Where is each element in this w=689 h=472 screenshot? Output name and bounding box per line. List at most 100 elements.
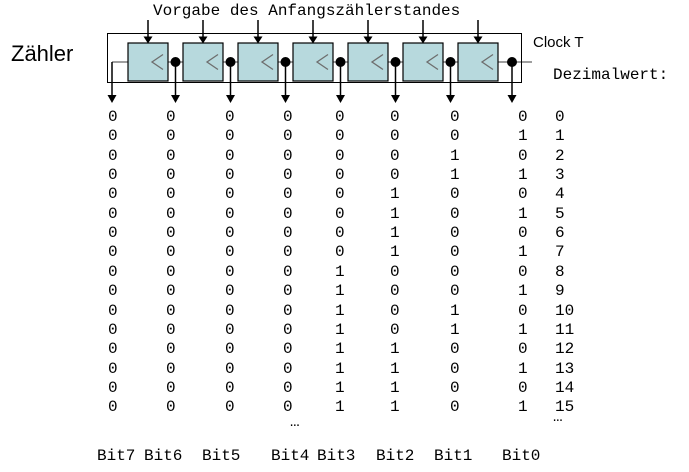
bit-label: Bit6 <box>144 447 183 465</box>
bit-cell: 0 <box>283 378 293 397</box>
bit-cell: 0 <box>283 108 293 126</box>
decimal-cell: 5 <box>555 204 565 223</box>
decimal-cell: 8 <box>555 262 565 281</box>
bit-cell: 1 <box>390 359 400 378</box>
decimal-cell: 7 <box>555 243 565 262</box>
bit-cell: 0 <box>225 127 235 146</box>
bit-cell: 1 <box>390 224 400 243</box>
bit-cell: 0 <box>166 146 176 165</box>
bit-cell: 1 <box>518 320 528 339</box>
bit-cell: 0 <box>283 282 293 301</box>
preset-arrowhead-icon <box>143 36 153 44</box>
bit-cell: 0 <box>166 166 176 185</box>
clock-edge-triangle-icon <box>205 53 219 71</box>
bit-label: Bit2 <box>376 447 415 465</box>
ellipsis-right: … <box>553 408 563 426</box>
decimal-cell: 13 <box>555 359 575 378</box>
bit-cell: 0 <box>225 340 235 359</box>
bit-cell: 1 <box>335 340 345 359</box>
bit-cell: 0 <box>108 301 118 320</box>
flipflop-box <box>237 42 279 82</box>
bit-cell: 0 <box>225 398 235 417</box>
bit-cell: 0 <box>108 204 118 223</box>
flipflop-box <box>347 42 389 82</box>
bit-cell: 1 <box>518 282 528 301</box>
bit-cell: 1 <box>450 301 460 320</box>
bit-cell: 0 <box>108 378 118 397</box>
bit-cell: 1 <box>450 320 460 339</box>
bit-cell: 0 <box>225 224 235 243</box>
bit-cell: 0 <box>225 108 235 126</box>
bit-cell: 0 <box>335 108 345 126</box>
bit-cell: 0 <box>390 320 400 339</box>
decimal-cell: 12 <box>555 340 575 359</box>
bit-cell: 0 <box>390 166 400 185</box>
bit-cell: 1 <box>518 127 528 146</box>
clock-edge-triangle-icon <box>370 53 384 71</box>
bit-cell: 0 <box>166 243 176 262</box>
bit-cell: 0 <box>108 320 118 339</box>
bit-cell: 0 <box>390 301 400 320</box>
bit-label: Bit1 <box>434 447 473 465</box>
counter-label: Zähler <box>11 41 74 66</box>
bit-cell: 0 <box>225 185 235 204</box>
bit-cell: 1 <box>390 378 400 397</box>
bit-cell: 0 <box>450 378 460 397</box>
preset-arrowhead-icon <box>198 36 208 44</box>
output-arrowhead-icon <box>281 95 290 103</box>
bit-label: Bit7 <box>97 447 136 465</box>
bit-cell: 0 <box>390 282 400 301</box>
decimal-cell: 10 <box>555 301 575 320</box>
bit-cell: 0 <box>225 378 235 397</box>
bit-cell: 0 <box>225 146 235 165</box>
bit-cell: 0 <box>225 320 235 339</box>
clock-edge-triangle-icon <box>260 53 274 71</box>
bit-label: Bit0 <box>502 447 541 465</box>
bit-cell: 0 <box>166 301 176 320</box>
bit-cell: 0 <box>518 301 528 320</box>
bit-cell: 0 <box>283 127 293 146</box>
bit-cell: 0 <box>283 320 293 339</box>
preset-arrowhead-icon <box>418 36 428 44</box>
bit-cell: 0 <box>450 204 460 223</box>
flipflop-box <box>457 42 499 82</box>
bit-cell: 1 <box>335 262 345 281</box>
clock-edge-triangle-icon <box>480 53 494 71</box>
output-arrowhead-icon <box>507 95 517 103</box>
bit-cell: 0 <box>518 108 528 126</box>
decimal-cell: 1 <box>555 127 565 146</box>
bit-cell: 0 <box>166 262 176 281</box>
flipflop-box <box>182 42 224 82</box>
bit-cell: 1 <box>335 282 345 301</box>
bit-cell: 0 <box>335 243 345 262</box>
bit-cell: 1 <box>335 320 345 339</box>
bit-cell: 0 <box>108 398 118 417</box>
bit-cell: 1 <box>518 398 528 417</box>
decimal-cell: 2 <box>555 146 565 165</box>
bit-cell: 0 <box>518 224 528 243</box>
bit-cell: 0 <box>283 359 293 378</box>
bit-cell: 0 <box>108 166 118 185</box>
bit-cell: 1 <box>335 301 345 320</box>
bit-cell: 0 <box>450 243 460 262</box>
bit-cell: 1 <box>450 146 460 165</box>
flipflop-box <box>127 42 169 82</box>
bit-cell: 1 <box>335 398 345 417</box>
bit-cell: 0 <box>450 185 460 204</box>
bit-cell: 0 <box>518 146 528 165</box>
decimal-header: Dezimalwert: <box>553 66 669 84</box>
bit-cell: 0 <box>335 185 345 204</box>
decimal-cell: 4 <box>555 185 565 204</box>
bit-cell: 0 <box>450 224 460 243</box>
preset-arrowhead-icon <box>363 36 373 44</box>
bit-cell: 1 <box>390 398 400 417</box>
bit-cell: 0 <box>518 262 528 281</box>
output-arrowhead-icon <box>226 95 235 103</box>
bit-cell: 0 <box>166 378 176 397</box>
decimal-cell: 3 <box>555 166 565 185</box>
preset-arrowhead-icon <box>253 36 263 44</box>
bit-cell: 0 <box>450 398 460 417</box>
bit-cell: 0 <box>166 204 176 223</box>
bit-cell: 0 <box>450 282 460 301</box>
output-arrowhead-icon <box>107 95 117 103</box>
